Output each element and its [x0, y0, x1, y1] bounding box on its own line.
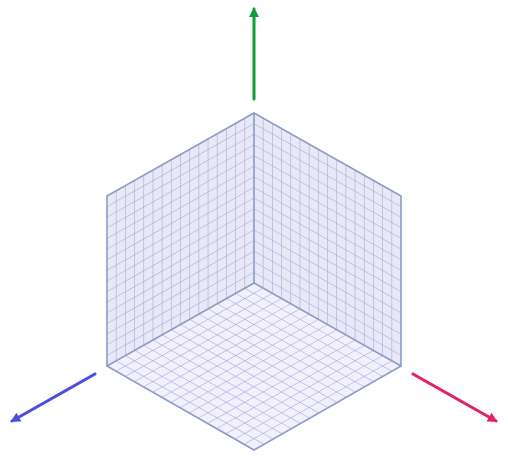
floor-grid-line — [244, 360, 392, 445]
right-wall-grid-line — [253, 123, 402, 207]
left-wall-grid-line — [106, 155, 255, 239]
right-wall-grid-line — [253, 187, 402, 271]
right-wall-grid-line — [253, 133, 402, 218]
left-wall-grid-line — [106, 187, 255, 271]
floor-grid-line — [217, 344, 365, 429]
right-wall-top-edge — [253, 112, 402, 197]
left-wall-top-edge — [106, 112, 255, 197]
left-wall-grid-line — [106, 133, 255, 218]
floor-grid-line — [180, 324, 328, 408]
floor-grid-line — [161, 334, 310, 419]
right-wall-grid-line — [253, 155, 402, 239]
left-wall-grid-line — [106, 176, 255, 261]
right-wall-grid-line — [253, 176, 402, 261]
x-axis-arrow — [411, 372, 498, 423]
floor-grid-line — [189, 329, 337, 413]
left-wall-grid-line — [106, 165, 255, 250]
floor-grid-line — [235, 355, 383, 439]
left-floor-edge — [106, 282, 255, 367]
floor-grid-line — [152, 339, 301, 424]
floor-grid-line — [207, 339, 356, 424]
floor-grid-line — [125, 355, 273, 439]
left-wall-grid-line — [106, 144, 255, 229]
floor-grid-line — [198, 334, 347, 419]
left-wall-grid-line — [106, 197, 255, 282]
floor-grid-line — [143, 344, 291, 429]
floor-grid-line — [171, 329, 319, 413]
right-wall-grid-line — [253, 197, 402, 282]
right-floor-edge — [253, 282, 402, 367]
left-wall-plane — [106, 113, 255, 366]
right-wall-grid-line — [253, 165, 402, 250]
floor-grid-line — [226, 350, 374, 434]
floor-grid-line — [116, 360, 264, 445]
coordinate-axes — [10, 7, 498, 423]
left-wall-grid-line — [106, 123, 255, 207]
floor-grid-line — [134, 350, 282, 434]
floor-left-front-edge — [106, 365, 255, 451]
grid-planes — [106, 112, 402, 451]
right-wall-plane — [253, 113, 402, 366]
floor-right-front-edge — [253, 365, 402, 451]
right-wall-grid-line — [253, 144, 402, 229]
z-axis-arrow — [10, 372, 97, 423]
